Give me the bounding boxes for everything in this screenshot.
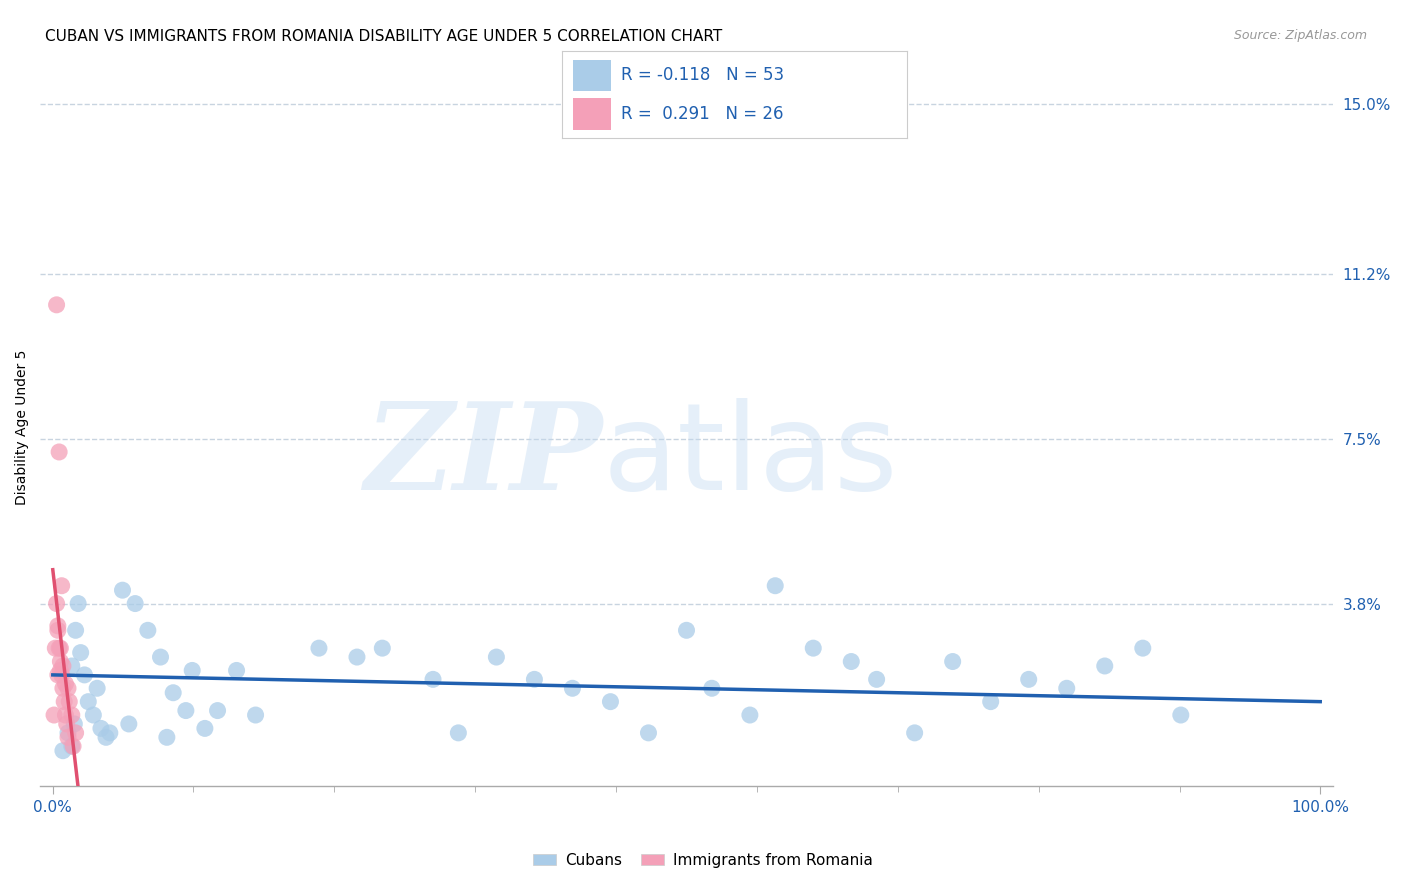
Point bbox=[45, 298, 67, 312]
Text: R = -0.118   N = 53: R = -0.118 N = 53 bbox=[621, 66, 785, 85]
Point bbox=[1132, 641, 1154, 656]
Bar bbox=[572, 98, 610, 129]
Point bbox=[56, 726, 79, 740]
Point bbox=[700, 681, 723, 696]
Point bbox=[942, 655, 965, 669]
Point bbox=[801, 641, 824, 656]
Point bbox=[124, 597, 146, 611]
Point bbox=[65, 726, 87, 740]
Point bbox=[156, 731, 179, 745]
Point bbox=[46, 668, 69, 682]
Text: ZIP: ZIP bbox=[364, 397, 603, 516]
Point bbox=[1094, 659, 1116, 673]
Point bbox=[73, 668, 96, 682]
Point bbox=[118, 717, 141, 731]
Point bbox=[865, 673, 887, 687]
Point bbox=[346, 650, 368, 665]
Point bbox=[60, 708, 83, 723]
Point bbox=[904, 726, 927, 740]
Point bbox=[52, 744, 75, 758]
Point bbox=[56, 731, 79, 745]
Point bbox=[637, 726, 659, 740]
Point bbox=[46, 624, 69, 638]
Point bbox=[308, 641, 330, 656]
Point bbox=[174, 704, 197, 718]
Point bbox=[225, 664, 247, 678]
Point bbox=[58, 695, 80, 709]
Point bbox=[98, 726, 121, 740]
Point bbox=[55, 708, 77, 723]
Point bbox=[86, 681, 108, 696]
Point bbox=[1170, 708, 1192, 723]
Point bbox=[82, 708, 104, 723]
Point bbox=[194, 722, 217, 736]
Point bbox=[77, 695, 100, 709]
Point bbox=[52, 659, 75, 673]
Point bbox=[63, 717, 86, 731]
Point bbox=[60, 659, 83, 673]
Point bbox=[49, 664, 72, 678]
Bar bbox=[572, 60, 610, 91]
Point bbox=[48, 445, 70, 459]
Point bbox=[136, 624, 159, 638]
Point bbox=[69, 646, 91, 660]
Point bbox=[1018, 673, 1040, 687]
Point bbox=[485, 650, 508, 665]
Point bbox=[245, 708, 267, 723]
Point bbox=[60, 739, 83, 754]
Point bbox=[149, 650, 172, 665]
Point bbox=[839, 655, 862, 669]
Point bbox=[44, 641, 66, 656]
Point bbox=[90, 722, 112, 736]
Point bbox=[1056, 681, 1078, 696]
Point bbox=[52, 681, 75, 696]
Point bbox=[65, 624, 87, 638]
Point bbox=[181, 664, 204, 678]
Text: Source: ZipAtlas.com: Source: ZipAtlas.com bbox=[1233, 29, 1367, 42]
Point bbox=[51, 668, 73, 682]
Point bbox=[94, 731, 117, 745]
Point bbox=[56, 681, 79, 696]
Point bbox=[55, 717, 77, 731]
Point bbox=[561, 681, 583, 696]
Point bbox=[111, 583, 134, 598]
Point bbox=[763, 579, 786, 593]
Point bbox=[523, 673, 546, 687]
Point bbox=[48, 641, 70, 656]
Point bbox=[207, 704, 229, 718]
Point bbox=[55, 677, 77, 691]
Text: CUBAN VS IMMIGRANTS FROM ROMANIA DISABILITY AGE UNDER 5 CORRELATION CHART: CUBAN VS IMMIGRANTS FROM ROMANIA DISABIL… bbox=[45, 29, 723, 44]
Point bbox=[62, 739, 84, 754]
Point bbox=[67, 597, 90, 611]
Y-axis label: Disability Age Under 5: Disability Age Under 5 bbox=[15, 350, 30, 505]
Point bbox=[675, 624, 697, 638]
Point bbox=[53, 695, 76, 709]
Text: R =  0.291   N = 26: R = 0.291 N = 26 bbox=[621, 104, 783, 123]
Point bbox=[51, 579, 73, 593]
Point bbox=[422, 673, 444, 687]
Point bbox=[738, 708, 761, 723]
Legend: Cubans, Immigrants from Romania: Cubans, Immigrants from Romania bbox=[527, 847, 879, 873]
Point bbox=[371, 641, 394, 656]
Point bbox=[49, 655, 72, 669]
Point bbox=[447, 726, 470, 740]
Text: atlas: atlas bbox=[603, 398, 898, 515]
Point bbox=[980, 695, 1002, 709]
Point bbox=[45, 597, 67, 611]
Point bbox=[49, 641, 72, 656]
Point bbox=[162, 686, 184, 700]
Point bbox=[599, 695, 621, 709]
Point bbox=[42, 708, 65, 723]
Point bbox=[46, 619, 69, 633]
